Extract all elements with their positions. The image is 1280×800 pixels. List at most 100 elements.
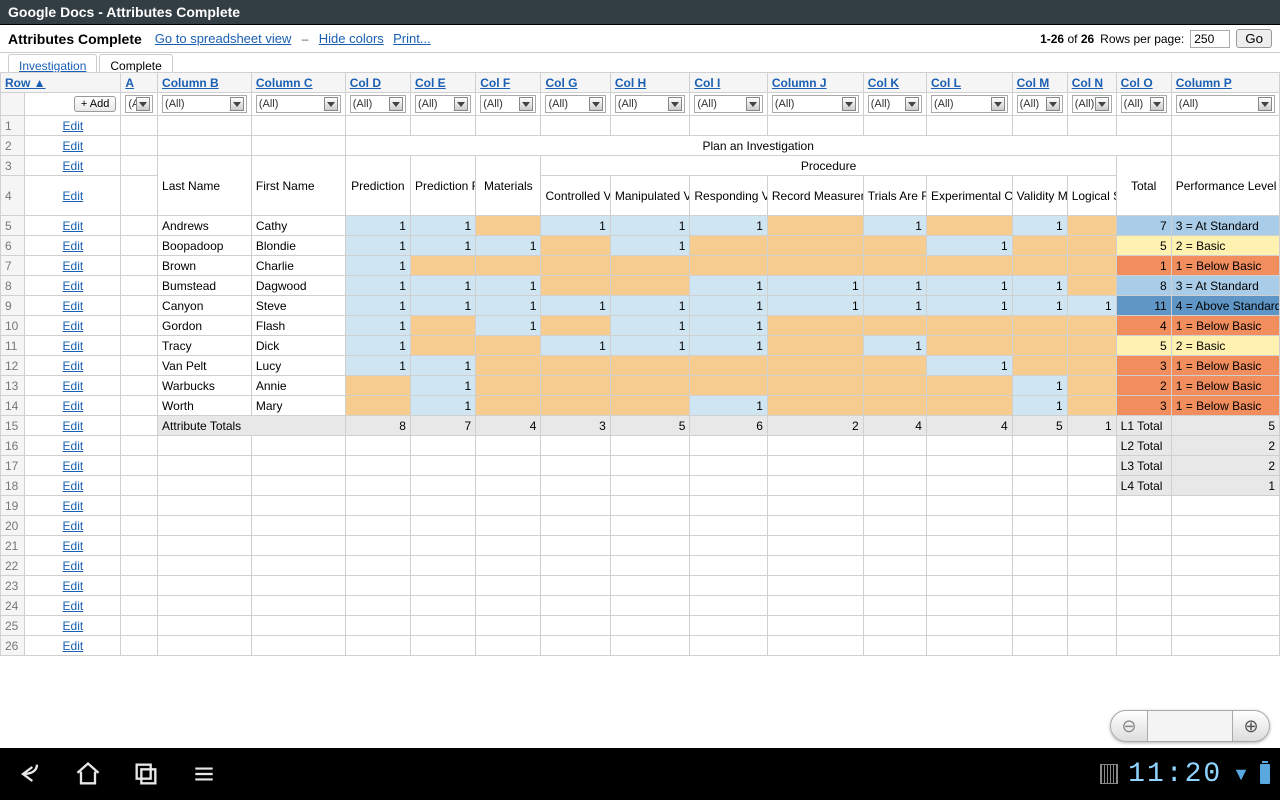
filter-cell[interactable]: (All) (863, 93, 926, 116)
home-icon[interactable] (68, 754, 108, 794)
filter-cell[interactable]: (All) (1116, 93, 1171, 116)
filter-cell[interactable]: (All) (926, 93, 1012, 116)
toolbar: Attributes Complete Go to spreadsheet vi… (0, 25, 1280, 53)
edit-link[interactable]: Edit (63, 139, 84, 153)
score-cell (345, 376, 410, 396)
edit-link[interactable]: Edit (63, 499, 84, 513)
dropdown-icon[interactable] (991, 97, 1005, 111)
score-cell (690, 256, 768, 276)
dropdown-icon[interactable] (905, 97, 919, 111)
col-header-F[interactable]: Col F (476, 73, 541, 93)
filter-cell[interactable]: (All) (251, 93, 345, 116)
col-header-K[interactable]: Col K (863, 73, 926, 93)
filter-cell[interactable]: (All) (345, 93, 410, 116)
edit-link[interactable]: Edit (63, 579, 84, 593)
dropdown-icon[interactable] (1150, 97, 1164, 111)
zoom-slider[interactable] (1147, 711, 1233, 741)
score-cell: 1 (541, 296, 610, 316)
col-header-D[interactable]: Col D (345, 73, 410, 93)
col-header-N[interactable]: Col N (1067, 73, 1116, 93)
edit-link[interactable]: Edit (63, 559, 84, 573)
score-cell (767, 256, 863, 276)
edit-link[interactable]: Edit (63, 189, 84, 203)
score-cell: 1 (541, 336, 610, 356)
col-header-L[interactable]: Col L (926, 73, 1012, 93)
col-header-P[interactable]: Column P (1171, 73, 1279, 93)
filter-cell[interactable]: (All) (610, 93, 690, 116)
col-header-M[interactable]: Col M (1012, 73, 1067, 93)
edit-link[interactable]: Edit (63, 599, 84, 613)
col-header-H[interactable]: Col H (610, 73, 690, 93)
col-header-J[interactable]: Column J (767, 73, 863, 93)
back-icon[interactable] (10, 754, 50, 794)
col-header-A[interactable]: A (121, 73, 158, 93)
col-header-B[interactable]: Column B (158, 73, 252, 93)
score-cell (1012, 236, 1067, 256)
dropdown-icon[interactable] (1095, 97, 1109, 111)
col-header-C[interactable]: Column C (251, 73, 345, 93)
go-button[interactable]: Go (1236, 29, 1272, 48)
edit-link[interactable]: Edit (63, 399, 84, 413)
dropdown-icon[interactable] (1258, 97, 1272, 111)
edit-link[interactable]: Edit (63, 219, 84, 233)
edit-link[interactable]: Edit (63, 159, 84, 173)
col-header-O[interactable]: Col O (1116, 73, 1171, 93)
edit-link[interactable]: Edit (63, 279, 84, 293)
dropdown-icon[interactable] (1046, 97, 1060, 111)
zoom-out-icon[interactable]: ⊖ (1111, 716, 1147, 737)
col-total: 2 (767, 416, 863, 436)
edit-link[interactable]: Edit (63, 519, 84, 533)
edit-link[interactable]: Edit (63, 339, 84, 353)
col-header-I[interactable]: Col I (690, 73, 768, 93)
edit-link[interactable]: Edit (63, 379, 84, 393)
dropdown-icon[interactable] (136, 97, 150, 111)
add-button[interactable]: + Add (74, 96, 116, 112)
filter-cell[interactable]: (All) (1171, 93, 1279, 116)
dropdown-icon[interactable] (519, 97, 533, 111)
dropdown-icon[interactable] (668, 97, 682, 111)
edit-link[interactable]: Edit (63, 439, 84, 453)
col-header-E[interactable]: Col E (410, 73, 475, 93)
dropdown-icon[interactable] (842, 97, 856, 111)
edit-link[interactable]: Edit (63, 479, 84, 493)
link-hide-colors[interactable]: Hide colors (319, 31, 384, 46)
filter-cell[interactable]: (A (121, 93, 158, 116)
rows-per-page-input[interactable] (1190, 30, 1230, 48)
edit-link[interactable]: Edit (63, 299, 84, 313)
edit-link[interactable]: Edit (63, 319, 84, 333)
dropdown-icon[interactable] (746, 97, 760, 111)
dropdown-icon[interactable] (230, 97, 244, 111)
filter-cell[interactable]: (All) (476, 93, 541, 116)
dropdown-icon[interactable] (454, 97, 468, 111)
score-cell: 1 (690, 336, 768, 356)
filter-cell[interactable]: (All) (541, 93, 610, 116)
zoom-in-icon[interactable]: ⊕ (1233, 716, 1269, 737)
edit-link[interactable]: Edit (63, 459, 84, 473)
col-header-row[interactable]: Row ▲ (1, 73, 121, 93)
col-total: 4 (863, 416, 926, 436)
edit-link[interactable]: Edit (63, 239, 84, 253)
zoom-control[interactable]: ⊖ ⊕ (1110, 710, 1270, 742)
dropdown-icon[interactable] (589, 97, 603, 111)
edit-link[interactable]: Edit (63, 619, 84, 633)
filter-cell[interactable]: (All) (410, 93, 475, 116)
dropdown-icon[interactable] (389, 97, 403, 111)
link-print[interactable]: Print... (393, 31, 431, 46)
edit-link[interactable]: Edit (63, 259, 84, 273)
filter-cell[interactable]: (All) (690, 93, 768, 116)
col-header-G[interactable]: Col G (541, 73, 610, 93)
edit-link[interactable]: Edit (63, 539, 84, 553)
score-cell (610, 276, 690, 296)
link-spreadsheet-view[interactable]: Go to spreadsheet view (155, 31, 292, 46)
menu-icon[interactable] (184, 754, 224, 794)
filter-cell[interactable]: (All) (1067, 93, 1116, 116)
edit-link[interactable]: Edit (63, 359, 84, 373)
filter-cell[interactable]: (All) (767, 93, 863, 116)
dropdown-icon[interactable] (324, 97, 338, 111)
filter-cell[interactable]: (All) (158, 93, 252, 116)
edit-link[interactable]: Edit (63, 639, 84, 653)
edit-link[interactable]: Edit (63, 419, 84, 433)
recent-apps-icon[interactable] (126, 754, 166, 794)
edit-link[interactable]: Edit (63, 119, 84, 133)
filter-cell[interactable]: (All) (1012, 93, 1067, 116)
